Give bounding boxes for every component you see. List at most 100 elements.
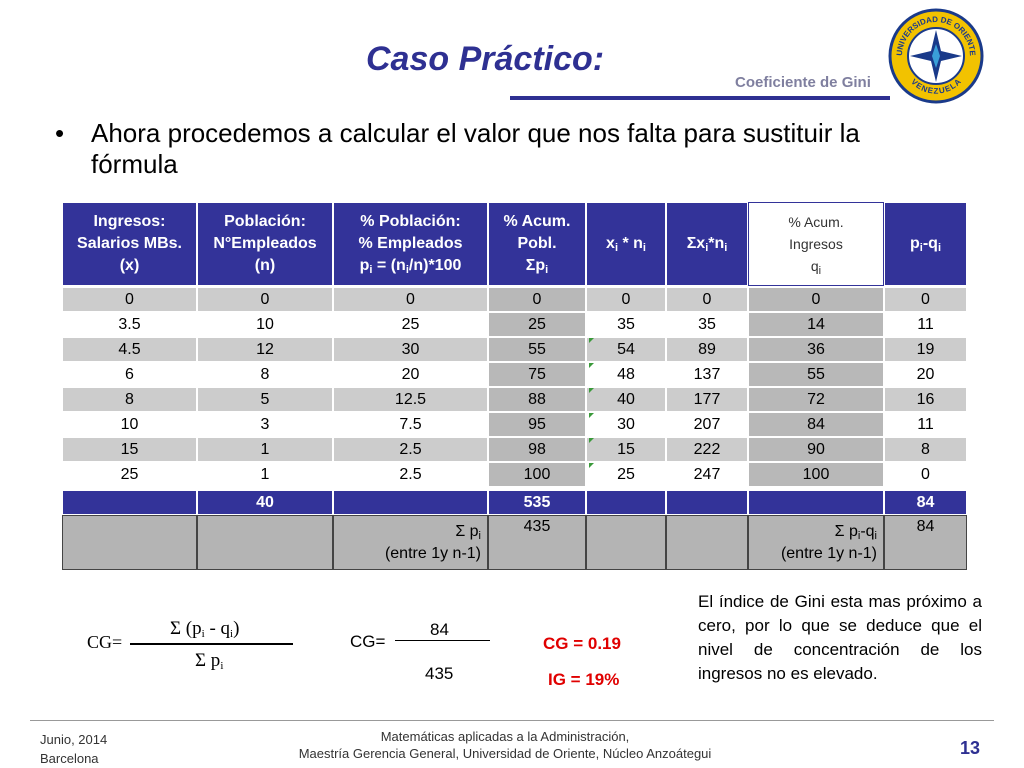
logo: UNIVERSIDAD DE ORIENTE VENEZUELA [888, 8, 984, 104]
header-line: pi = (ni/n)*100 [360, 255, 462, 277]
formula-denominator: Σ pi [195, 650, 223, 672]
table-cell: 75 [488, 362, 586, 387]
subscript: i [614, 242, 618, 254]
subscript: i [705, 242, 709, 254]
table-cell: 55 [488, 337, 586, 362]
result-ig: IG = 19% [548, 670, 620, 689]
formula-eq: = [112, 632, 123, 652]
table-cell [666, 515, 748, 570]
footer-place: Barcelona [40, 751, 99, 766]
table-cell: 100 [748, 462, 884, 487]
table-cell: 1 [197, 437, 333, 462]
table-cell: 1 [197, 462, 333, 487]
table-cell: 3 [197, 412, 333, 437]
table-cell: 0 [488, 287, 586, 312]
table-cell: 16 [884, 387, 967, 412]
sum-line: (entre 1y n-1) [385, 543, 481, 565]
table-cell: 20 [884, 362, 967, 387]
header-line: Ingresos [789, 233, 843, 255]
table-cell: % Población: % Empleados pi = (ni/n)*100 [333, 202, 488, 286]
header-line: xi * ni [606, 233, 646, 255]
header-line: qi [811, 255, 821, 277]
header-line: N°Empleados [213, 233, 316, 255]
table-cell: 222 [666, 437, 748, 462]
table-cell: 535 [488, 490, 586, 515]
text: (n) [254, 257, 276, 274]
table-cell: 5 [197, 387, 333, 412]
header-line: Pobl. [517, 233, 556, 255]
footer-rule [30, 720, 994, 721]
table-cell [586, 515, 666, 570]
text: % Población: [360, 213, 461, 230]
subscript: i [919, 242, 923, 254]
table-cell [62, 515, 197, 570]
table-cell: 2.5 [333, 437, 488, 462]
table-cell: 100 [488, 462, 586, 487]
text: (entre 1y n-1) [780, 544, 877, 562]
substitution-numerator: 84 [430, 620, 449, 639]
table-cell: 7.5 [333, 412, 488, 437]
subscript: i [545, 264, 549, 276]
table-cell: 90 [748, 437, 884, 462]
table-cell: 10 [197, 312, 333, 337]
text: % Acum. [503, 213, 571, 230]
table-cell: 84 [884, 490, 967, 515]
text: Ingresos [789, 236, 843, 252]
text: = (n [372, 257, 406, 274]
text: ) [233, 618, 240, 639]
table-cell: 247 [666, 462, 748, 487]
bullet: • Ahora procedemos a calcular el valor qu… [55, 118, 945, 180]
text: p [909, 235, 920, 252]
table-cell: pi-qi [884, 202, 967, 286]
table-cell: Ingresos: Salarios MBs. (x) [62, 202, 197, 286]
table-cell: 4.5 [62, 337, 197, 362]
substitution-denominator: 435 [425, 664, 454, 683]
substitution-lhs: CG= [350, 632, 386, 651]
subscript: i [201, 628, 205, 640]
table-cell: 0 [884, 287, 967, 312]
cell-marker [589, 338, 594, 343]
bullet-text: Ahora procedemos a calcular el valor que… [91, 118, 860, 179]
table-cell: 14 [748, 312, 884, 337]
table-cell: Σ pi (entre 1y n-1) [333, 515, 488, 570]
table-cell: Población: N°Empleados (n) [197, 202, 333, 286]
text: (entre 1y n-1) [384, 544, 481, 562]
fraction-line [395, 640, 490, 641]
table-cell: 435 [488, 515, 586, 570]
table-cell: 48 [586, 362, 666, 387]
table-cell: 8 [197, 362, 333, 387]
text: Σx [686, 235, 706, 252]
table-cell: 88 [488, 387, 586, 412]
table-cell: 30 [333, 337, 488, 362]
text: Σ p [834, 522, 858, 540]
text: Salarios MBs. [77, 235, 182, 252]
text: * n [618, 235, 643, 252]
footer-line: Matemáticas aplicadas a la Administració… [380, 729, 630, 744]
subtitle: Coeficiente de Gini [735, 74, 871, 91]
text: Σ p [195, 650, 221, 671]
result-cg: CG = 0.19 [543, 634, 621, 653]
table-cell: 6 [62, 362, 197, 387]
subscript: i [478, 529, 481, 542]
subscript: i [818, 265, 822, 277]
table-cell: 11 [884, 412, 967, 437]
table-cell: 35 [586, 312, 666, 337]
header-line: (n) [255, 255, 275, 277]
table-cell: 0 [333, 287, 488, 312]
header-line: % Empleados [358, 233, 462, 255]
subscript: i [642, 242, 646, 254]
text: -q [860, 522, 875, 540]
table-cell: 0 [62, 287, 197, 312]
table-cell: 25 [586, 462, 666, 487]
table-cell: 177 [666, 387, 748, 412]
table-cell: 11 [884, 312, 967, 337]
title: Caso Práctico: [366, 40, 605, 78]
table-cell: 12.5 [333, 387, 488, 412]
text: Pobl. [517, 235, 557, 252]
text: Ingresos: [93, 213, 166, 230]
text: (x) [119, 257, 140, 274]
text: Σp [525, 257, 546, 274]
sum-line: (entre 1y n-1) [781, 543, 877, 565]
sum-line: Σ pi-qi [835, 521, 877, 543]
text: % Acum. [788, 214, 844, 230]
